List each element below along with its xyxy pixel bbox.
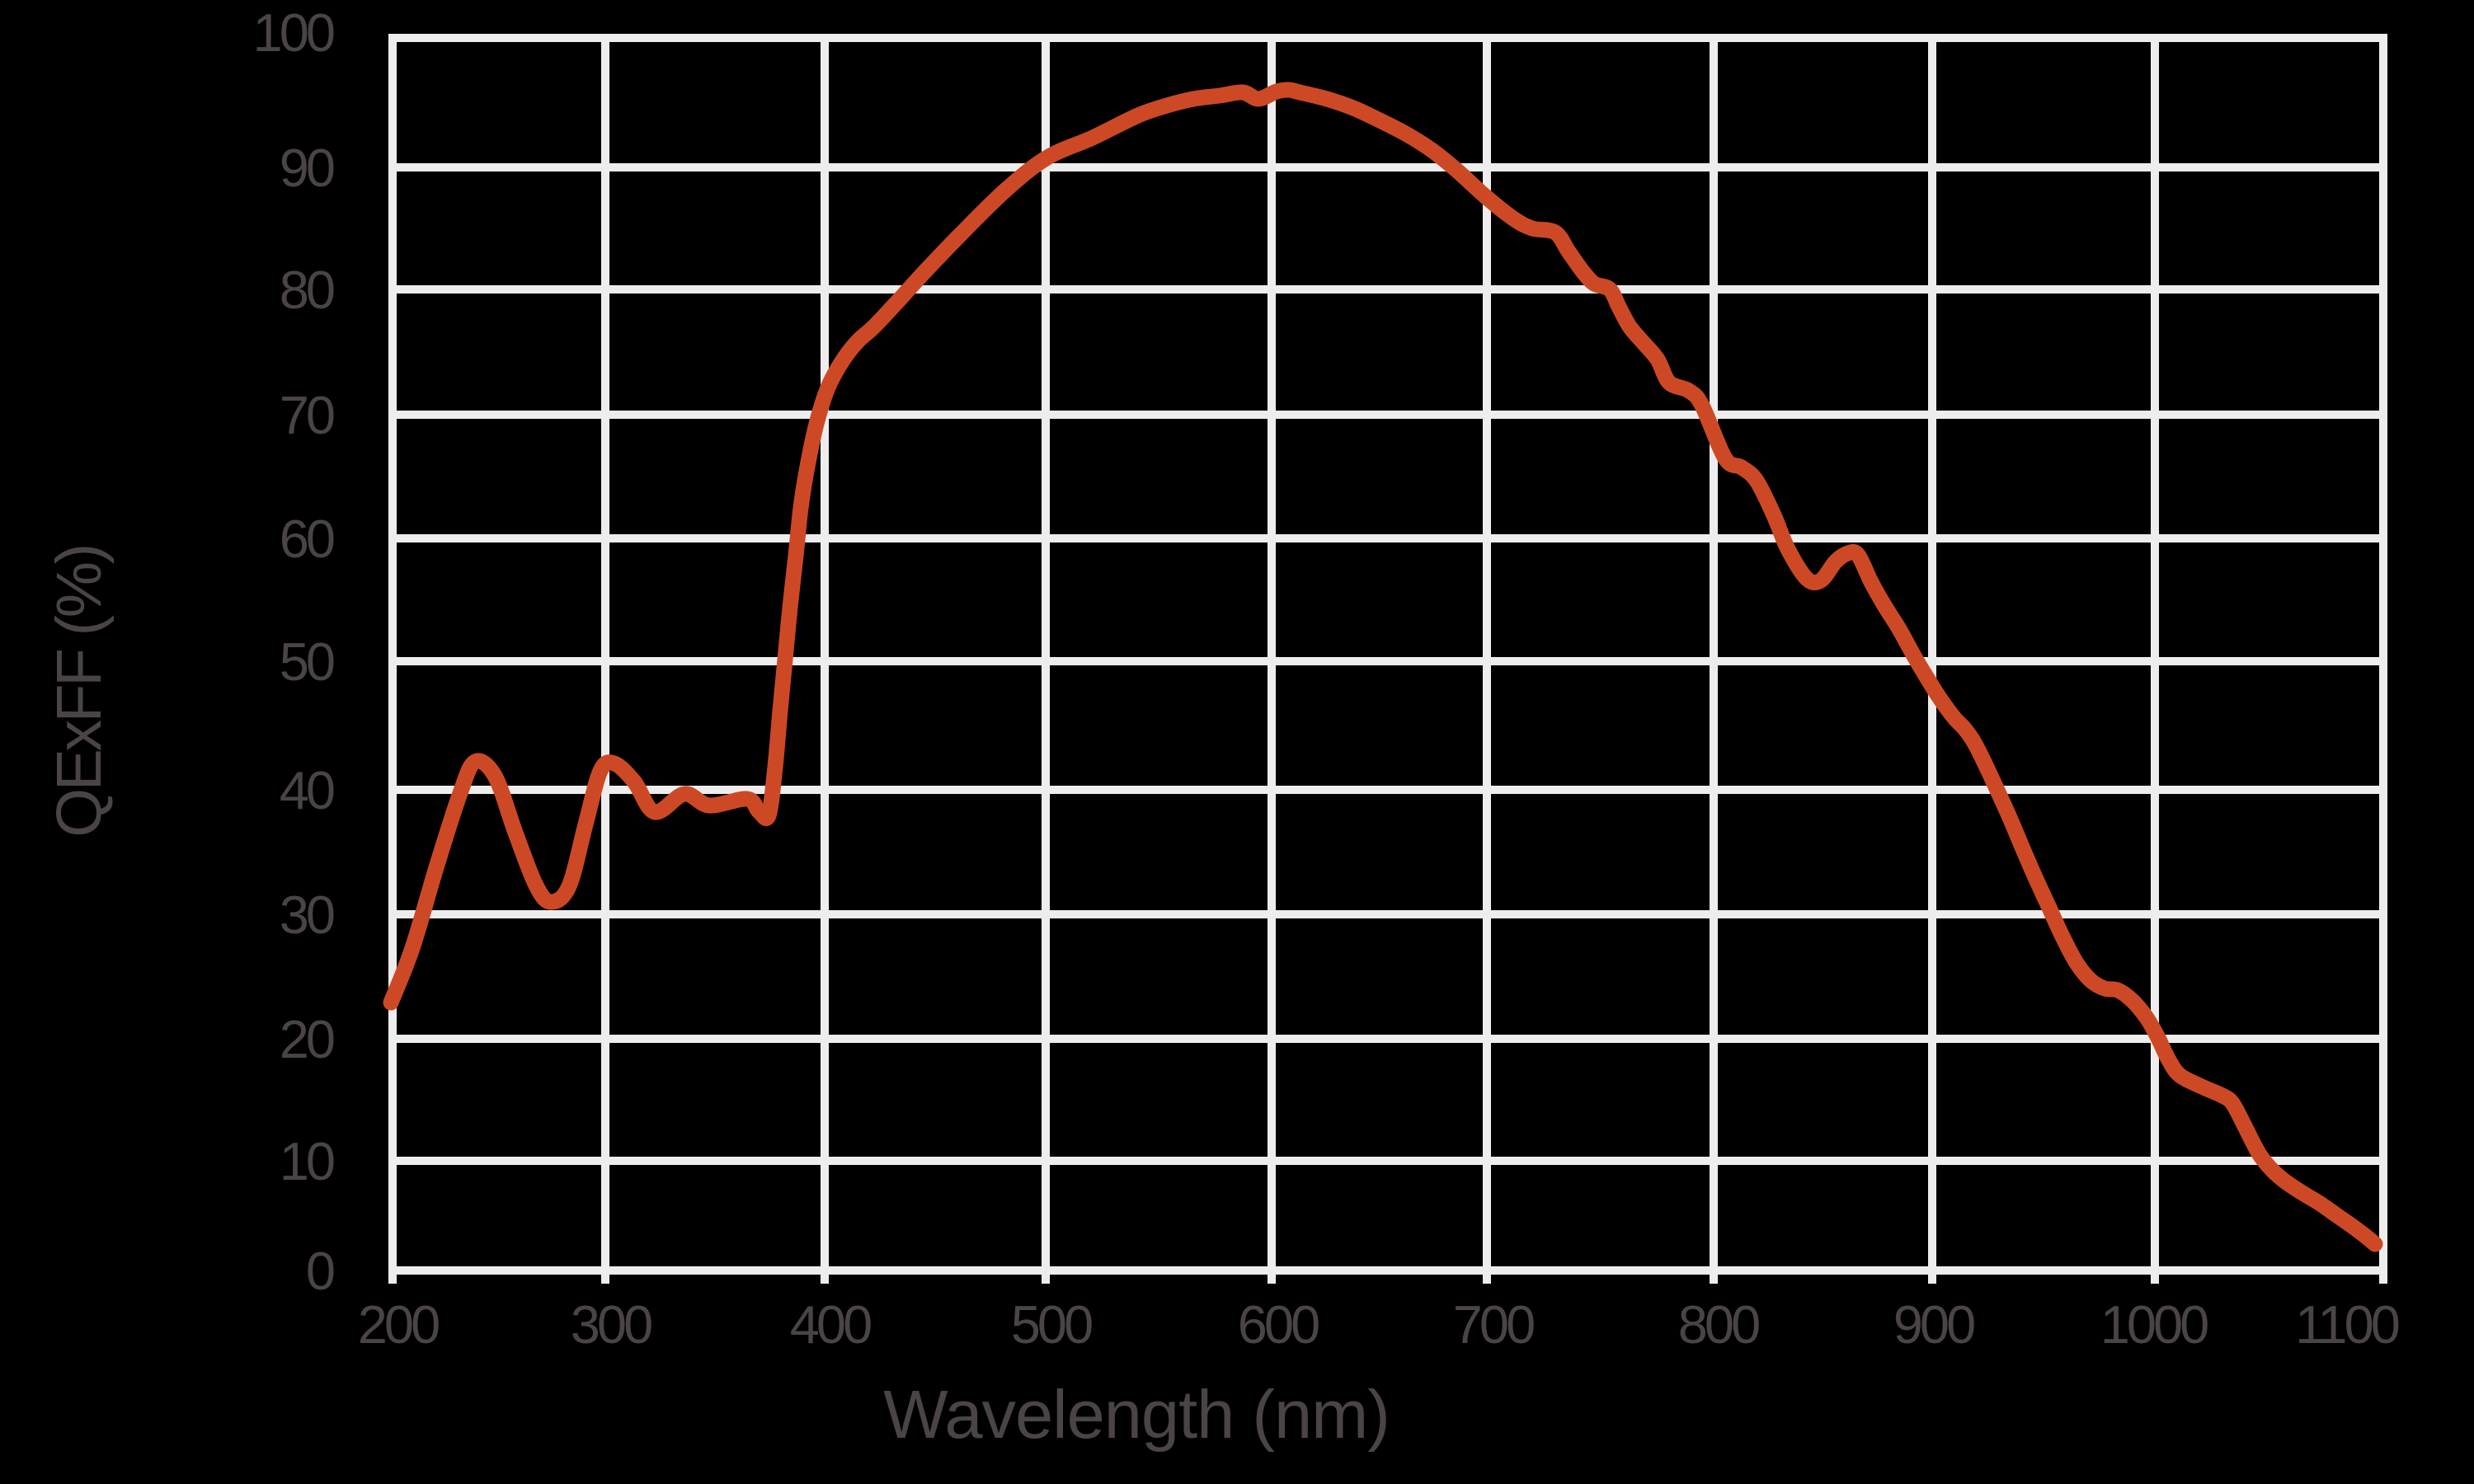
svg-text:80: 80 [280,260,334,320]
svg-text:40: 40 [280,760,334,820]
svg-text:10: 10 [280,1131,334,1191]
svg-text:200: 200 [358,1294,439,1355]
svg-text:90: 90 [280,138,334,198]
svg-text:QExFF (%): QExFF (%) [44,546,115,837]
svg-text:0: 0 [306,1241,334,1301]
svg-text:60: 60 [280,509,334,569]
svg-text:800: 800 [1678,1294,1759,1355]
svg-text:900: 900 [1893,1294,1974,1355]
svg-text:700: 700 [1453,1294,1534,1355]
svg-text:30: 30 [280,885,334,945]
svg-text:50: 50 [280,632,334,692]
svg-text:70: 70 [280,385,334,445]
svg-text:400: 400 [790,1294,871,1355]
svg-text:1100: 1100 [2295,1294,2399,1355]
svg-text:1000: 1000 [2100,1294,2208,1355]
svg-text:20: 20 [280,1009,334,1069]
svg-text:500: 500 [1011,1294,1092,1355]
svg-text:600: 600 [1238,1294,1319,1355]
svg-text:300: 300 [571,1294,651,1355]
svg-text:100: 100 [253,2,334,63]
svg-text:Wavelength (nm): Wavelength (nm) [883,1376,1390,1453]
